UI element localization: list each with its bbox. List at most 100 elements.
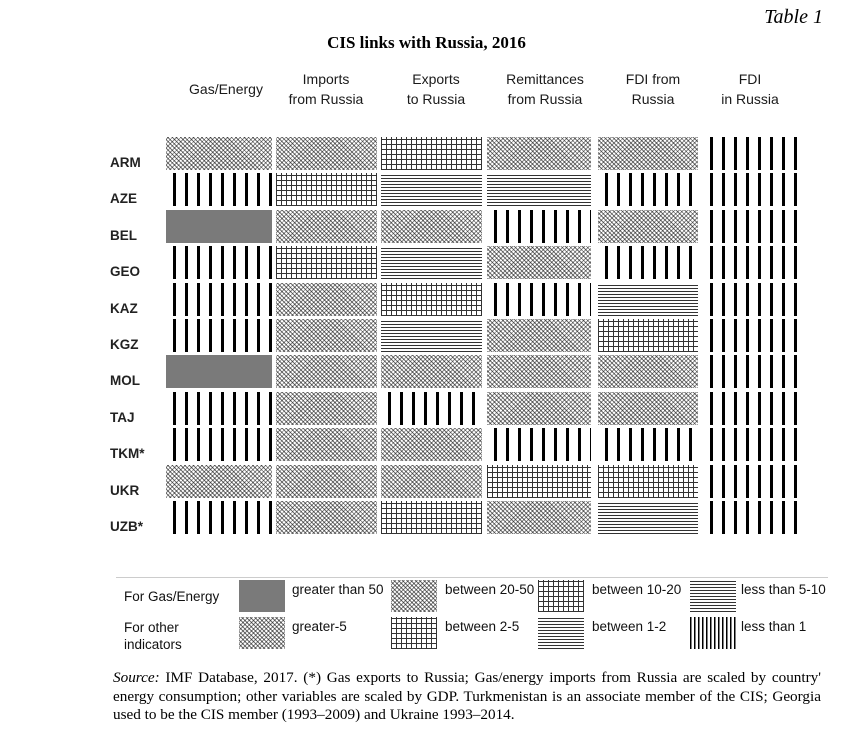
pattern-cell-vbars (166, 282, 272, 316)
column-header: Exports to Russia (384, 69, 488, 109)
pattern-cell-diag (487, 319, 591, 352)
pattern-cell-vbars (598, 173, 698, 207)
column-header-line1: FDI from (625, 71, 681, 87)
pattern-cell-vbars (166, 246, 272, 280)
legend-gas-label: For Gas/Energy (124, 589, 220, 604)
column-header-line1: Gas/Energy (189, 81, 263, 97)
column-header: Remittances from Russia (493, 69, 597, 109)
pattern-cell-grid (276, 246, 377, 280)
legend-other-label-line: indicators (124, 637, 182, 652)
pattern-cell-vbars (703, 137, 797, 170)
row-label: ARM (110, 155, 141, 170)
pattern-cell-diag (381, 355, 482, 389)
column-header-line1: Imports (302, 71, 350, 87)
pattern-cell-vbars (598, 246, 698, 280)
pattern-cell-vbars (703, 246, 797, 280)
column-header-line2: from Russia (288, 91, 364, 107)
pattern-cell-diag (598, 355, 698, 389)
pattern-cell-diag (487, 391, 591, 425)
pattern-cell-diag (598, 209, 698, 243)
pattern-cell-grid (381, 137, 482, 170)
column-header-line1: Exports (412, 71, 460, 87)
pattern-cell-vbars (703, 464, 797, 498)
pattern-cell-diag (381, 209, 482, 243)
pattern-cell-hlines (487, 173, 591, 207)
legend-divider (116, 577, 828, 578)
column-header-line2: in Russia (721, 91, 779, 107)
column-header: Imports from Russia (274, 69, 378, 109)
column-header-line2: from Russia (507, 91, 583, 107)
table-title: CIS links with Russia, 2016 (327, 33, 526, 52)
source-label: Source: (113, 669, 160, 686)
column-header-line2: to Russia (406, 91, 466, 107)
pattern-cell-diag (487, 246, 591, 280)
pattern-cell-hlines (381, 319, 482, 352)
pattern-cell-grid (276, 173, 377, 207)
pattern-cell-vbars (487, 282, 591, 316)
pattern-cell-hlines (598, 501, 698, 534)
pattern-cell-diag (487, 355, 591, 389)
row-label: KAZ (110, 300, 138, 316)
pattern-cell-dark (166, 355, 272, 389)
pattern-cell-vbars (166, 428, 272, 462)
pattern-cell-vbars (598, 428, 698, 462)
column-header: FDI from Russia (601, 69, 705, 109)
legend-swatch-grid (538, 580, 584, 612)
pattern-cell-hlines (381, 173, 482, 207)
column-header-line2: Russia (631, 91, 675, 107)
pattern-cell-dark (166, 209, 272, 243)
legend-item-text: less than 1 (741, 619, 807, 634)
pattern-cell-vbars (703, 209, 797, 243)
row-label: GEO (110, 264, 141, 280)
pattern-cell-vbars (703, 391, 797, 425)
pattern-cell-grid (381, 501, 482, 534)
pattern-cell-diag (276, 282, 377, 316)
pattern-cell-vbars (487, 209, 591, 243)
pattern-cell-vbars (703, 282, 797, 316)
column-header: Gas/Energy (174, 79, 278, 99)
row-label: BEL (110, 227, 137, 243)
pattern-cell-diag (276, 428, 377, 462)
legend-other-label: For other indicators (124, 619, 182, 653)
pattern-cell-diag (381, 464, 482, 498)
pattern-cell-vbars (381, 391, 482, 425)
pattern-cell-diag (487, 137, 591, 170)
pattern-cell-vbars (703, 428, 797, 462)
source-note: Source: IMF Database, 2017. (*) Gas expo… (113, 669, 821, 725)
legend-item-text: greater than 50 (292, 582, 384, 597)
pattern-cell-diag (276, 209, 377, 243)
pattern-cell-vbars (166, 319, 272, 352)
pattern-cell-grid (381, 282, 482, 316)
legend-item-text: less than 5-10 (741, 582, 826, 597)
pattern-cell-diag (276, 319, 377, 352)
pattern-cell-hlines (381, 246, 482, 280)
row-label: KGZ (110, 337, 139, 352)
row-label: UZB* (110, 519, 143, 534)
row-label: AZE (110, 191, 137, 207)
pattern-cell-diag (276, 355, 377, 389)
pattern-cell-diag (487, 501, 591, 534)
legend-swatch-hlines (690, 580, 736, 612)
pattern-cell-diag (598, 137, 698, 170)
column-header-line1: FDI (738, 71, 762, 87)
legend-swatch-hlines (538, 617, 584, 649)
legend-swatch-vthin (690, 617, 736, 649)
source-text: IMF Database, 2017. (*) Gas exports to R… (113, 669, 821, 723)
pattern-cell-diag (166, 137, 272, 170)
pattern-cell-vbars (166, 501, 272, 534)
column-header-line1: Remittances (506, 71, 584, 87)
pattern-cell-diag (598, 391, 698, 425)
legend-item-text: between 10-20 (592, 582, 682, 597)
pattern-cell-grid (598, 319, 698, 352)
column-header: FDI in Russia (698, 69, 802, 109)
pattern-cell-diag (166, 464, 272, 498)
row-label: MOL (110, 373, 140, 389)
legend-swatch-dark (239, 580, 285, 612)
legend-swatch-diag (391, 580, 437, 612)
pattern-cell-vbars (487, 428, 591, 462)
pattern-cell-vbars (166, 391, 272, 425)
pattern-cell-vbars (703, 319, 797, 352)
pattern-cell-diag (276, 137, 377, 170)
legend-swatch-diag (239, 617, 285, 649)
pattern-cell-vbars (166, 173, 272, 207)
